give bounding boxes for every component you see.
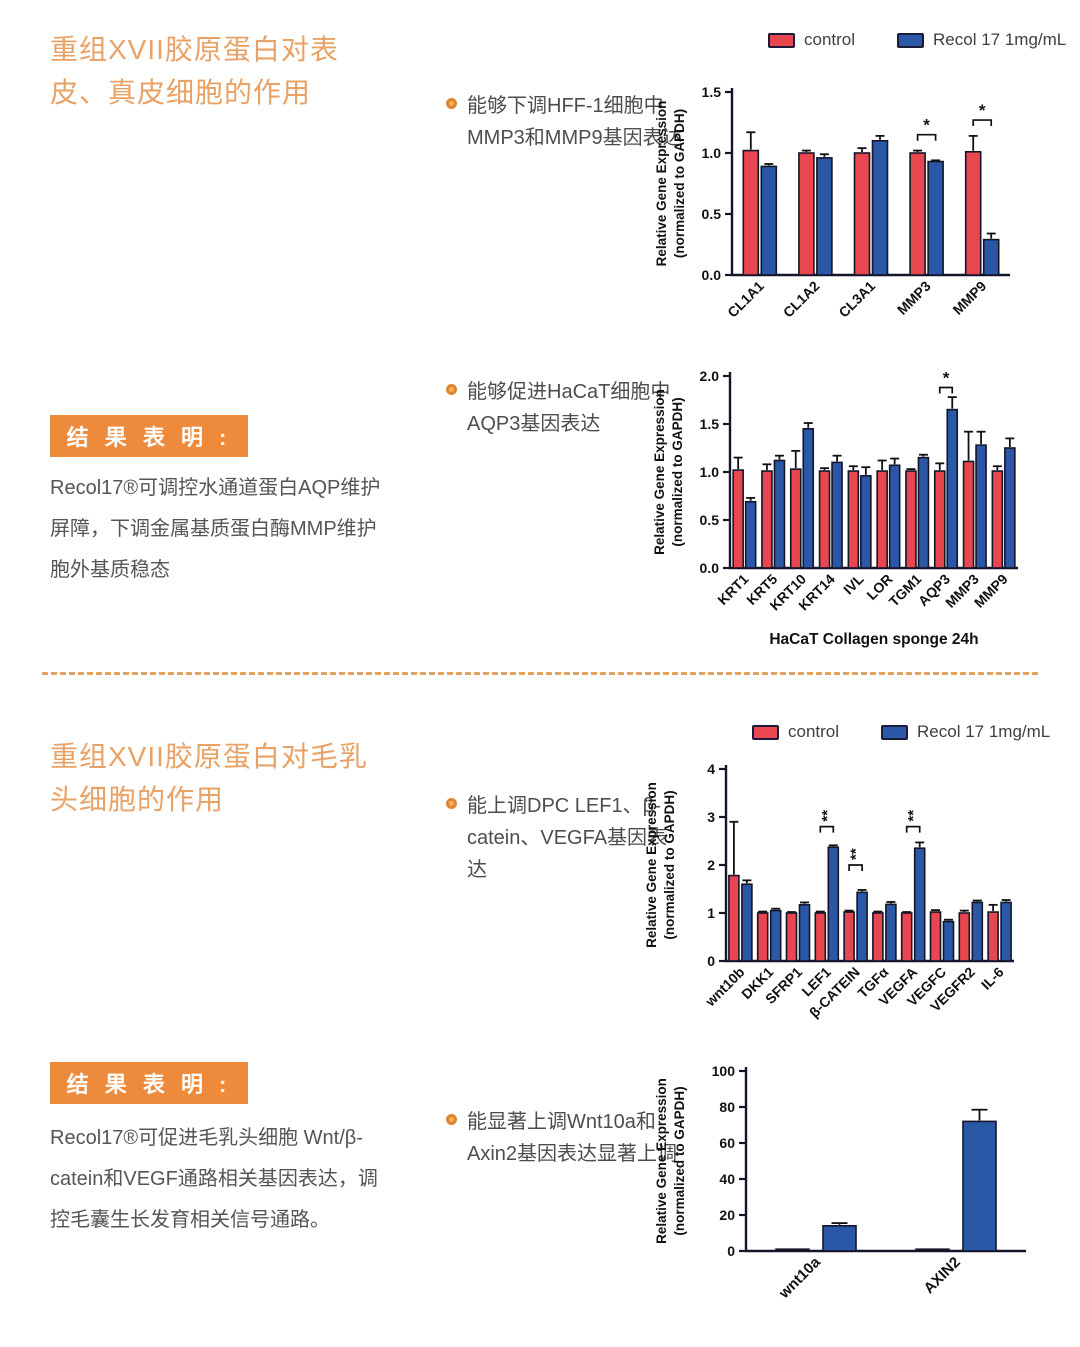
bullet-dot-icon xyxy=(446,98,457,109)
legend-item-treatment: Recol 17 1mg/mL xyxy=(897,30,1066,50)
svg-text:(normalized to GAPDH): (normalized to GAPDH) xyxy=(672,109,687,258)
result-box-2: 结 果 表 明 : xyxy=(50,1062,248,1104)
bullet-dot-icon xyxy=(446,1114,457,1125)
svg-text:2: 2 xyxy=(707,857,715,873)
svg-text:0.5: 0.5 xyxy=(700,512,720,528)
svg-text:**: ** xyxy=(905,810,922,822)
svg-text:60: 60 xyxy=(719,1135,735,1151)
svg-text:TGM1: TGM1 xyxy=(886,571,925,610)
result-paragraph-1: Recol17®可调控水通道蛋白AQP维护屏障，下调金属基质蛋白酶MMP维护胞外… xyxy=(50,477,381,581)
svg-text:CL1A1: CL1A1 xyxy=(724,278,767,321)
svg-text:MMP9: MMP9 xyxy=(949,278,989,318)
svg-text:KRT1: KRT1 xyxy=(714,571,751,608)
section1-title: 重组XVII胶原蛋白对表皮、真皮细胞的作用 xyxy=(50,34,339,109)
bullet-mmp-downregulation: 能够下调HFF-1细胞中MMP3和MMP9基因表达 xyxy=(446,90,684,154)
legend-top: control Recol 17 1mg/mL xyxy=(768,30,1066,50)
legend-item-control: control xyxy=(768,30,855,50)
bar-chart-wnt10a-axin2: 0 20 40 60 80 100 Relative Gene Expression (nor… xyxy=(654,1063,1026,1302)
svg-text:0.5: 0.5 xyxy=(702,206,722,222)
bullet-text: 能上调DPC LEF1、β-catein、VEGFA基因表达 xyxy=(467,795,668,881)
svg-text:1.0: 1.0 xyxy=(700,464,720,480)
bullet-dot-icon xyxy=(446,798,457,809)
result-box-label: 结 果 表 明 : xyxy=(66,425,232,450)
svg-text:4: 4 xyxy=(707,761,715,777)
bar-chart-dpc-genes: 0 1 2 3 4 Relative Gene Expression (normalized… xyxy=(644,761,1014,1021)
control-legend-label: control xyxy=(788,722,840,741)
svg-text:Relative Gene Expression: Relative Gene Expression xyxy=(654,1078,669,1244)
svg-text:3: 3 xyxy=(707,809,715,825)
svg-text:100: 100 xyxy=(712,1063,736,1079)
svg-text:2.0: 2.0 xyxy=(700,368,720,384)
svg-text:MMP9: MMP9 xyxy=(971,571,1011,611)
svg-text:IVL: IVL xyxy=(840,570,867,597)
treatment-legend-label: Recol 17 1mg/mL xyxy=(917,722,1051,741)
svg-text:1.0: 1.0 xyxy=(702,145,722,161)
svg-text:Relative Gene Expression: Relative Gene Expression xyxy=(654,101,669,267)
section2-title: 重组XVII胶原蛋白对毛乳头细胞的作用 xyxy=(50,741,368,816)
bullet-dpc-upregulation: 能上调DPC LEF1、β-catein、VEGFA基因表达 xyxy=(446,790,686,886)
svg-text:1.5: 1.5 xyxy=(700,416,720,432)
svg-text:1.5: 1.5 xyxy=(702,84,722,100)
svg-text:(normalized to GAPDH): (normalized to GAPDH) xyxy=(672,1086,687,1235)
bar-chart-hacat-genes: 0.0 0.5 1.0 1.5 2.0 Relative Gene Expression(… xyxy=(652,368,1018,648)
svg-text:*: * xyxy=(923,116,930,135)
legend-item-control: control xyxy=(752,722,839,742)
svg-text:IL-6: IL-6 xyxy=(978,964,1007,993)
svg-text:AXIN2: AXIN2 xyxy=(921,1254,964,1297)
svg-text:Relative Gene Expression: Relative Gene Expression xyxy=(652,389,667,555)
svg-text:(normalized to GAPDH): (normalized to GAPDH) xyxy=(670,397,685,546)
svg-text:0.0: 0.0 xyxy=(700,560,720,576)
control-color-swatch xyxy=(752,724,779,740)
svg-text:**: ** xyxy=(848,848,865,860)
svg-text:1: 1 xyxy=(707,905,715,921)
svg-text:HaCaT Collagen sponge 24h: HaCaT Collagen sponge 24h xyxy=(769,631,978,648)
result-paragraph-2: Recol17®可促进毛乳头细胞 Wnt/β-catein和VEGF通路相关基因… xyxy=(50,1127,378,1231)
svg-text:CL1A2: CL1A2 xyxy=(780,278,823,321)
result-box-1: 结 果 表 明 : xyxy=(50,415,248,457)
svg-text:Relative Gene Expression: Relative Gene Expression xyxy=(644,782,659,948)
bullet-wnt10a-axin2: 能显著上调Wnt10a和Axin2基因表达显著上调 xyxy=(446,1106,678,1170)
control-color-swatch xyxy=(768,32,795,48)
treatment-color-swatch xyxy=(881,724,909,740)
treatment-legend-label: Recol 17 1mg/mL xyxy=(933,30,1067,49)
svg-text:0.0: 0.0 xyxy=(702,267,722,283)
section-divider xyxy=(42,672,1038,675)
legend-bottom: control Recol 17 1mg/mL xyxy=(752,722,1050,742)
svg-text:0: 0 xyxy=(707,953,715,969)
svg-text:40: 40 xyxy=(719,1171,735,1187)
svg-text:*: * xyxy=(979,101,986,120)
legend-item-treatment: Recol 17 1mg/mL xyxy=(881,722,1050,742)
svg-text:(normalized to GAPDH): (normalized to GAPDH) xyxy=(662,790,677,939)
control-legend-label: control xyxy=(804,30,856,49)
svg-text:wnt10a: wnt10a xyxy=(775,1253,824,1302)
bullet-dot-icon xyxy=(446,384,457,395)
svg-text:MMP3: MMP3 xyxy=(894,278,934,318)
svg-text:*: * xyxy=(943,369,950,388)
result-box-label: 结 果 表 明 : xyxy=(66,1072,232,1097)
svg-text:20: 20 xyxy=(719,1207,735,1223)
bullet-text: 能够下调HFF-1细胞中MMP3和MMP9基因表达 xyxy=(467,95,683,149)
svg-text:**: ** xyxy=(819,810,836,822)
bar-chart-hff1-genes: 0.0 0.5 1.0 1.5 Relative Gene Expression (nor… xyxy=(654,84,1010,321)
bullet-text: 能显著上调Wnt10a和Axin2基因表达显著上调 xyxy=(467,1111,678,1165)
svg-text:CL3A1: CL3A1 xyxy=(835,278,878,321)
bullet-text: 能够促进HaCaT细胞中AQP3基因表达 xyxy=(467,381,671,435)
svg-text:0: 0 xyxy=(727,1243,735,1259)
bullet-aqp3-promotion: 能够促进HaCaT细胞中AQP3基因表达 xyxy=(446,376,684,440)
svg-text:80: 80 xyxy=(719,1099,735,1115)
treatment-color-swatch xyxy=(897,32,925,48)
